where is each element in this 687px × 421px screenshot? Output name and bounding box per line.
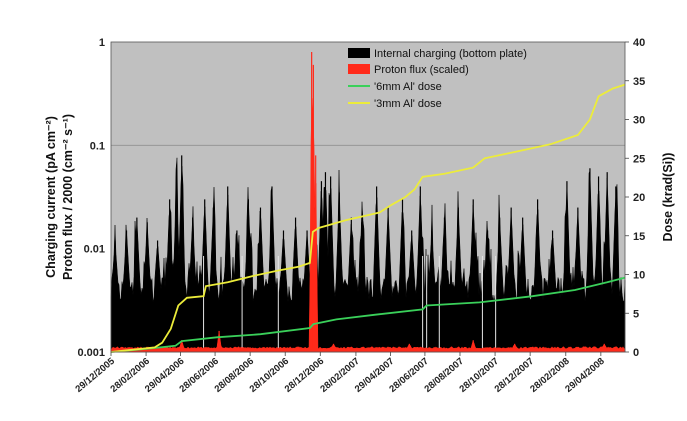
left-tick-label: 0.01 [84, 244, 105, 256]
dose-6mm-line [110, 276, 626, 353]
dose-3mm-line [110, 83, 626, 353]
legend-label-6mm-dose: '6mm Al' dose [374, 81, 442, 93]
series-layer [110, 52, 626, 353]
left-axis-title: Charging current (pA cm⁻²) [44, 116, 58, 278]
left-tick-label: 0.1 [90, 140, 105, 152]
right-tick-label: 40 [633, 37, 645, 49]
right-axis-ticks: 0 5 10 15 20 25 30 35 40 [625, 37, 645, 359]
left-tick-label: 0.001 [77, 347, 105, 359]
left-tick-label: 1 [99, 37, 105, 49]
legend-label-internal-charging: Internal charging (bottom plate) [374, 48, 527, 60]
right-tick-label: 5 [633, 308, 639, 320]
right-tick-label: 0 [633, 347, 639, 359]
left-axis-ticks: 0.001 0.01 0.1 1 [77, 37, 105, 359]
right-tick-label: 30 [633, 115, 645, 127]
legend-swatch-proton-flux [348, 64, 370, 74]
right-tick-label: 20 [633, 192, 645, 204]
right-tick-label: 15 [633, 231, 645, 243]
right-axis-title: Dose (krad(Si)) [661, 153, 675, 242]
x-axis-ticks: 29/12/200528/02/200629/04/200628/06/2006… [73, 352, 607, 395]
legend: Internal charging (bottom plate) Proton … [348, 48, 527, 110]
legend-swatch-internal-charging [348, 48, 370, 58]
left-axis-title-2: Proton flux / 2000 (cm⁻² s⁻¹) [61, 114, 75, 280]
series-1 [110, 52, 626, 353]
right-tick-label: 25 [633, 153, 645, 165]
x-tick-label: 29/04/2008 [563, 356, 606, 395]
series-0 [110, 155, 626, 353]
legend-label-3mm-dose: '3mm Al' dose [374, 98, 442, 110]
legend-label-proton-flux: Proton flux (scaled) [374, 64, 469, 76]
proton-flux-area [110, 98, 626, 353]
right-tick-label: 35 [633, 76, 645, 88]
internal-charging-area [110, 157, 626, 353]
right-tick-label: 10 [633, 270, 645, 282]
